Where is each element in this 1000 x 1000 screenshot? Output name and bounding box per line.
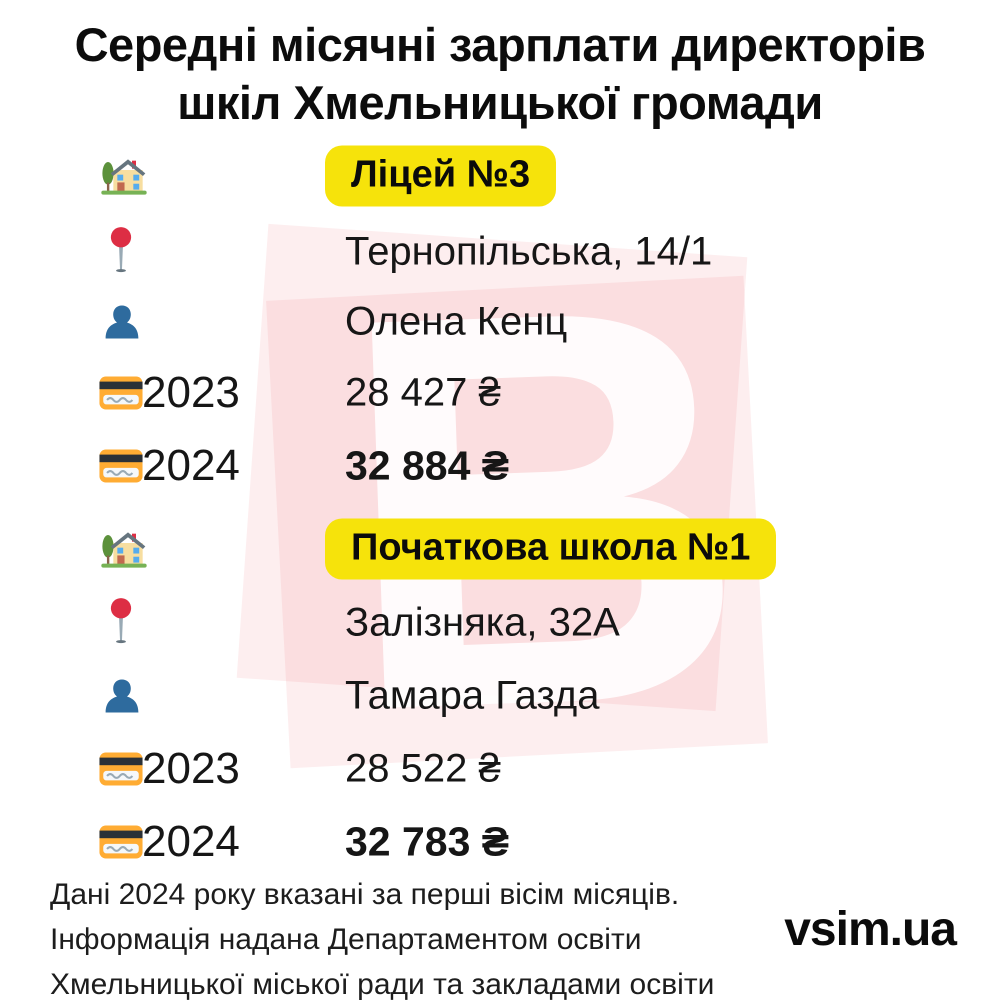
salary-value: 28 427 ₴ [345, 370, 501, 415]
note-line2: Інформація надана Департаментом освіти [50, 923, 642, 956]
page-title-line1: Середні місячні зарплати директорів [74, 18, 926, 71]
round-pushpin-icon [104, 597, 138, 649]
school-1-name-row: Ліцей №3 [0, 141, 1000, 211]
school-2-name-row: Початкова школа №1 [0, 514, 1000, 584]
vsim-ua-logo: vsim.ua [784, 903, 957, 956]
credit-card-icon [98, 374, 144, 412]
house-with-garden-icon [100, 152, 148, 200]
note-line3: Хмельницької міської ради та закладами о… [50, 968, 715, 1000]
salary-year-label: 2024 [142, 441, 240, 490]
person-silhouette-icon [100, 674, 144, 718]
house-with-garden-icon [100, 525, 148, 573]
salary-year-label: 2023 [142, 368, 240, 417]
school-address: Тернопільська, 14/1 [345, 229, 713, 274]
school-1-salary-2024-row: 2024 32 884 ₴ [0, 431, 1000, 501]
school-name-badge: Ліцей №3 [325, 145, 557, 207]
salary-year-label: 2024 [142, 817, 240, 866]
school-director: Олена Кенц [345, 299, 568, 344]
school-1-salary-2023-row: 2023 28 427 ₴ [0, 358, 1000, 428]
salary-year-label: 2023 [142, 744, 240, 793]
salary-value-current: 32 783 ₴ [345, 818, 510, 865]
credit-card-icon [98, 823, 144, 861]
data-source-note: Дані 2024 року вказані за перші вісім мі… [50, 872, 714, 1000]
school-2-address-row: Залізняка, 32А [0, 588, 1000, 658]
salary-value: 28 522 ₴ [345, 746, 501, 791]
school-director: Тамара Газда [345, 673, 600, 718]
salary-value-current: 32 884 ₴ [345, 442, 510, 489]
credit-card-icon [98, 447, 144, 485]
school-1-address-row: Тернопільська, 14/1 [0, 217, 1000, 287]
page-title-line2: шкіл Хмельницької громади [177, 76, 823, 129]
school-2-director-row: Тамара Газда [0, 661, 1000, 731]
school-name-badge: Початкова школа №1 [325, 518, 777, 580]
note-line1: Дані 2024 року вказані за перші вісім мі… [50, 878, 680, 911]
school-2-salary-2023-row: 2023 28 522 ₴ [0, 734, 1000, 804]
person-silhouette-icon [100, 300, 144, 344]
credit-card-icon [98, 750, 144, 788]
school-2-salary-2024-row: 2024 32 783 ₴ [0, 807, 1000, 877]
page-title: Середні місячні зарплати директорів шкіл… [0, 16, 1000, 132]
round-pushpin-icon [104, 226, 138, 278]
school-address: Залізняка, 32А [345, 600, 620, 645]
school-1-director-row: Олена Кенц [0, 287, 1000, 357]
